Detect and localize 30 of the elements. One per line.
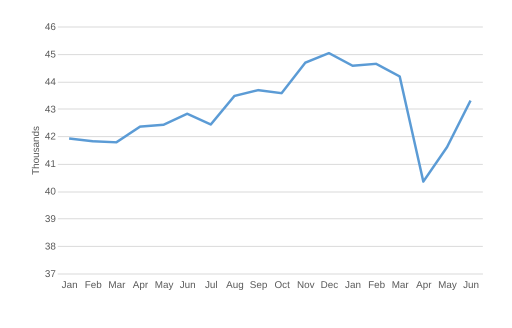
y-tick-label: 43 (44, 104, 56, 116)
x-tick-label: Jul (204, 280, 218, 291)
y-tick-label: 39 (44, 214, 56, 226)
x-tick-label: Dec (320, 280, 338, 291)
x-tick-label: Apr (416, 280, 432, 291)
x-tick-label: Jan (62, 280, 78, 291)
x-tick-label: Feb (368, 280, 386, 291)
x-tick-label: Jun (463, 280, 479, 291)
y-tick-label: 46 (44, 22, 56, 33)
x-tick-label: Mar (108, 280, 126, 291)
y-tick-label: 38 (44, 242, 56, 253)
y-tick-label: 40 (44, 186, 56, 198)
y-tick-label: 41 (44, 159, 56, 170)
x-tick-label: Feb (84, 280, 102, 291)
x-tick-label: Nov (296, 280, 315, 291)
x-tick-label: Mar (392, 280, 410, 291)
x-tick-label: May (438, 280, 457, 291)
x-tick-label: Aug (226, 280, 244, 291)
y-tick-label: 37 (44, 269, 56, 280)
y-tick-label: 44 (44, 76, 56, 88)
x-tick-label: May (154, 280, 174, 291)
x-tick-label: Jun (180, 280, 196, 291)
line-series (68, 52, 472, 183)
x-tick-label: Sep (250, 280, 268, 291)
x-tick-label: Oct (274, 280, 290, 291)
y-axis-title: Thousands (30, 126, 42, 175)
x-tick-label: Jan (345, 280, 361, 291)
y-tick-label: 45 (44, 49, 56, 60)
x-tick-label: Apr (132, 280, 149, 291)
y-tick-label: 42 (44, 132, 56, 143)
